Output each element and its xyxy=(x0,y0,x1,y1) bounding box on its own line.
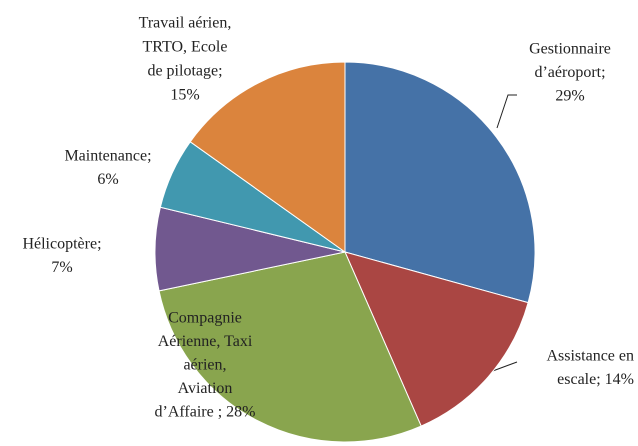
slice-label: Maintenance; xyxy=(64,148,151,165)
slice-label: aérien, xyxy=(183,357,226,374)
slice-label: d’aéroport; xyxy=(534,64,605,81)
slice-label: 7% xyxy=(51,259,72,276)
slice-label: d’Affaire ; 28% xyxy=(155,404,256,421)
slice-label: Compagnie xyxy=(168,310,242,327)
slice-label: 29% xyxy=(555,88,584,105)
slice-label: 15% xyxy=(170,87,199,104)
slice-label: de pilotage; xyxy=(147,63,222,80)
slice-label: Aviation xyxy=(178,380,233,397)
pie-slice xyxy=(344,251,529,427)
leader-line xyxy=(489,361,518,373)
slice-label: Gestionnaire xyxy=(529,41,611,58)
pie-slice xyxy=(158,251,422,443)
pie-slice xyxy=(189,61,346,253)
slice-label: Travail aérien, xyxy=(139,15,232,32)
slice-label: Aérienne, Taxi xyxy=(158,333,253,350)
slice-label: escale; 14% xyxy=(557,371,634,388)
slice-label: Assistance en xyxy=(546,348,634,365)
slice-label: TRTO, Ecole xyxy=(143,39,228,56)
pie-slice xyxy=(344,61,536,304)
slice-label: 6% xyxy=(97,171,118,188)
slice-label: Hélicoptère; xyxy=(22,236,101,253)
leader-line xyxy=(496,94,517,129)
